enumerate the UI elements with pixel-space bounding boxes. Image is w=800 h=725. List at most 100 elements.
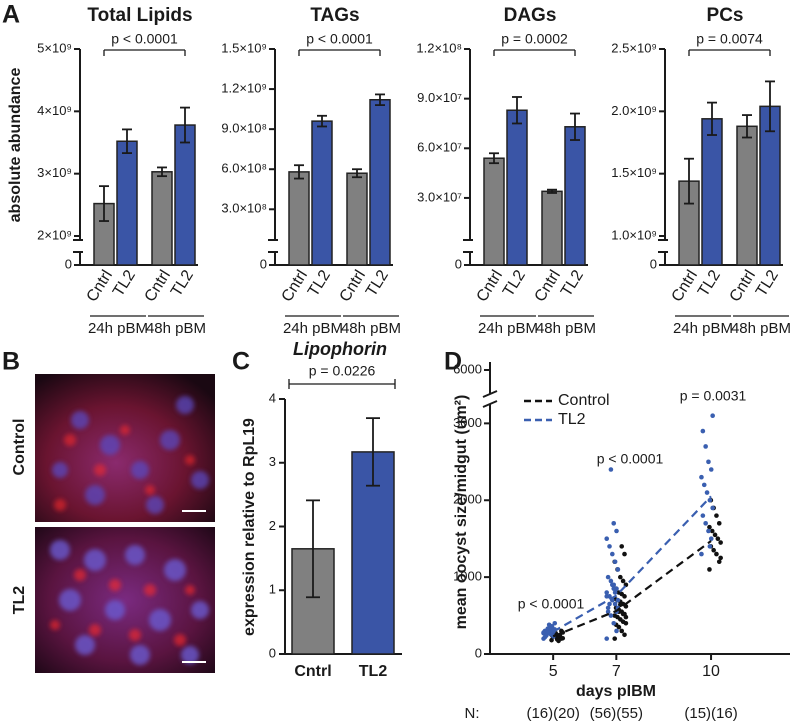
bar	[311, 120, 333, 266]
point	[541, 630, 546, 635]
point	[612, 559, 618, 565]
point	[622, 632, 627, 638]
y-tick-label: 2×10⁹	[37, 227, 72, 242]
x-tick-label: 7	[612, 663, 621, 680]
point	[605, 574, 611, 580]
y-tick-label: 0	[65, 256, 72, 271]
y-tick-label: 1000	[453, 569, 482, 584]
bar	[506, 109, 528, 266]
point	[704, 490, 710, 495]
bar-label: TL2	[305, 267, 334, 299]
point	[716, 559, 722, 565]
legend-label: TL2	[558, 411, 586, 428]
bar	[736, 125, 758, 266]
bar-label: TL2	[695, 267, 724, 299]
bar-label: Cntrl	[337, 267, 369, 305]
point	[700, 428, 706, 434]
point	[623, 614, 629, 620]
bar	[541, 190, 563, 266]
point	[622, 551, 627, 557]
y-tick-label: 0	[475, 645, 482, 660]
point	[614, 628, 619, 634]
point	[608, 467, 614, 472]
point	[711, 547, 716, 553]
n-count: (15)(16)	[684, 705, 737, 722]
y-tick-label: 1.2×10⁹	[221, 81, 267, 96]
group-label: 24h pBM	[283, 320, 343, 337]
group-label: 24h pBM	[478, 320, 538, 337]
image-label: Control	[11, 419, 28, 476]
bar	[564, 126, 586, 266]
bar	[483, 157, 505, 266]
group-label: 48h pBM	[146, 320, 206, 337]
panel-label: C	[232, 348, 250, 376]
point	[615, 567, 621, 572]
chart-title: Total Lipids	[87, 5, 192, 26]
bar	[346, 172, 368, 266]
image-label: TL2	[11, 586, 28, 615]
point	[710, 505, 715, 511]
y-axis-label: mean oocyst size/midgut (um²)	[453, 395, 470, 630]
point	[544, 633, 549, 638]
bar-label: TL2	[753, 267, 782, 299]
x-tick-label: Cntrl	[294, 663, 331, 680]
y-tick-label: 3000	[453, 415, 482, 430]
point	[608, 578, 614, 584]
bar	[174, 124, 196, 266]
n-count: (56)(55)	[590, 705, 643, 722]
lipid-droplets	[50, 569, 195, 646]
y-tick-label: 5×10⁹	[37, 40, 72, 55]
point	[718, 540, 723, 545]
panel-label: B	[2, 348, 20, 376]
bar-label: TL2	[558, 267, 587, 299]
point	[715, 536, 721, 541]
point	[701, 482, 707, 488]
annotation: p = 0.0031	[680, 388, 747, 404]
bar-label: Cntrl	[474, 267, 506, 305]
x-tick-label: 10	[702, 663, 720, 680]
point	[707, 544, 713, 549]
lipid-droplets	[54, 425, 195, 511]
y-tick-label: 2.5×10⁹	[611, 40, 657, 55]
chart-title: PCs	[707, 5, 744, 26]
y-tick-label: 6.0×10⁷	[417, 140, 462, 155]
mean-line	[552, 495, 712, 633]
point	[707, 497, 713, 503]
point	[612, 636, 618, 641]
point	[716, 521, 722, 526]
bar	[151, 171, 173, 266]
point	[610, 582, 615, 588]
y-tick-label: 0	[455, 256, 462, 271]
bar-label: Cntrl	[727, 267, 759, 305]
group-label: 48h pBM	[536, 320, 596, 337]
annotation: p = 0.0002	[501, 31, 568, 47]
point	[706, 459, 711, 465]
y-tick-label: 6.0×10⁸	[221, 161, 267, 176]
x-tick-label: TL2	[359, 663, 388, 680]
y-tick-label: 1.2×10⁸	[416, 40, 462, 55]
bar-label: TL2	[110, 267, 139, 299]
axis-break	[482, 390, 498, 398]
point	[620, 578, 626, 584]
y-tick-label: 3	[269, 454, 276, 469]
group-label: 48h pBM	[341, 320, 401, 337]
chart-title: Lipophorin	[293, 339, 387, 359]
point	[612, 590, 618, 595]
n-count: (16)(20)	[526, 705, 579, 722]
y-tick-label: 3.0×10⁷	[417, 189, 462, 204]
bar-label: Cntrl	[279, 267, 311, 305]
point	[620, 611, 626, 617]
y-tick-label: 1.5×10⁹	[221, 40, 267, 55]
chart-title: DAGs	[504, 5, 557, 26]
axis-break	[482, 400, 498, 408]
y-tick-label: 3×10⁹	[37, 165, 72, 180]
group-label: 24h pBM	[88, 320, 148, 337]
point	[710, 413, 715, 418]
point	[619, 544, 625, 549]
point	[699, 551, 704, 557]
bar	[116, 140, 138, 266]
y-tick-label: 0	[260, 256, 267, 271]
annotation: p < 0.0001	[306, 31, 373, 47]
point	[612, 613, 618, 618]
